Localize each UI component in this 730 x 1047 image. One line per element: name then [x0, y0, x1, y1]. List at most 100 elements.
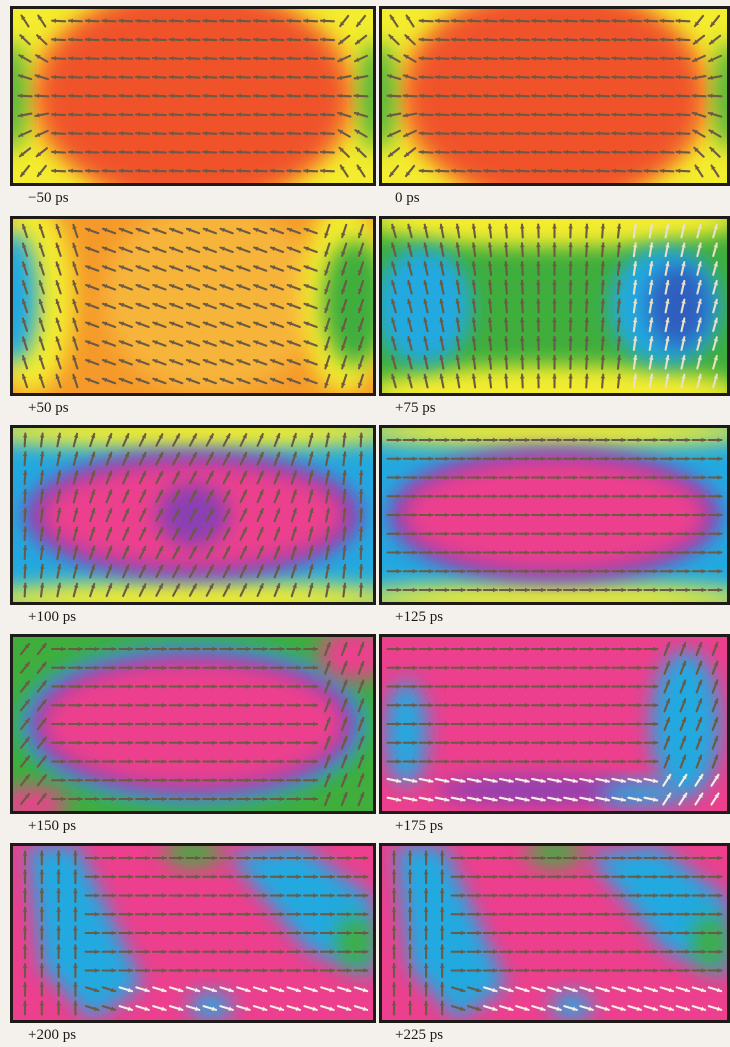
vector-arrowhead: [444, 568, 449, 574]
vector-arrowhead: [72, 299, 77, 305]
vector-arrowhead: [52, 56, 57, 61]
vector-arrowhead: [648, 374, 654, 379]
vector-arrowhead: [186, 321, 192, 327]
panel-plus-150ps: [10, 634, 376, 814]
vector-arrowhead: [225, 434, 230, 439]
vector-arrowhead: [536, 280, 541, 285]
vector-arrowhead: [229, 740, 234, 746]
vector-arrowhead: [18, 112, 23, 118]
vector-arrowhead: [391, 870, 397, 875]
vector-arrowhead: [326, 717, 331, 723]
vector-arrowhead: [292, 583, 297, 589]
vector-arrowhead: [22, 964, 28, 968]
vector-arrowhead: [701, 930, 706, 936]
vector-arrowhead: [653, 550, 658, 555]
vector-arrowhead: [439, 964, 445, 968]
time-label: +225 ps: [395, 1027, 444, 1043]
vector-arrowhead: [483, 93, 488, 99]
vector-arrowhead: [94, 684, 99, 689]
vector-arrowhead: [412, 702, 417, 708]
vector-arrowhead: [652, 987, 658, 993]
vector-arrowhead: [541, 684, 545, 689]
vector-arrowhead: [208, 546, 214, 552]
vector-arrowhead: [55, 374, 60, 380]
vector-arrowhead: [621, 893, 626, 898]
vector-arrowhead: [669, 550, 674, 555]
vector-arrowhead: [36, 55, 41, 60]
vector-arrowhead: [73, 964, 78, 968]
vector-arrowhead: [86, 265, 91, 270]
vector-arrowhead: [616, 318, 622, 323]
vector-arrowhead: [212, 740, 217, 746]
vector-arrowhead: [460, 531, 465, 537]
vector-arrowhead: [153, 246, 158, 252]
vector-arrowhead: [391, 318, 396, 323]
vector-arrowhead: [275, 546, 281, 551]
vector-arrowhead: [419, 93, 424, 99]
vector-arrowhead: [229, 684, 234, 689]
vector-arrowhead: [483, 18, 488, 24]
vector-arrowhead: [211, 987, 217, 993]
vector-arrowhead: [128, 646, 133, 652]
vector-arrowhead: [525, 665, 529, 671]
vector-arrowhead: [439, 870, 445, 875]
vector-arrowhead: [717, 911, 722, 917]
vector-arrowhead: [605, 855, 610, 861]
vector-arrowhead: [428, 778, 433, 784]
vector-arrowhead: [423, 907, 429, 912]
vector-arrowhead: [700, 987, 706, 993]
vector-arrowhead: [85, 168, 90, 174]
vector-arrowhead: [94, 855, 99, 861]
vector-arrowhead: [38, 243, 44, 248]
vector-arrowhead: [41, 700, 46, 705]
vector-arrowhead: [455, 243, 461, 248]
vector-arrowhead: [648, 337, 654, 342]
vector-arrowhead: [162, 874, 166, 880]
vector-arrowhead: [102, 359, 108, 364]
vector-arrowhead: [358, 433, 364, 438]
vector-arrowhead: [605, 531, 610, 537]
vector-arrowhead: [600, 262, 606, 267]
vector-arrowhead: [178, 796, 183, 802]
vector-arrowhead: [596, 56, 601, 61]
vector-arrowhead: [169, 18, 174, 24]
vector-arrowhead: [342, 471, 347, 476]
vector-arrowhead: [111, 855, 116, 861]
vector-arrowhead: [158, 490, 163, 495]
vector-arrowhead: [628, 37, 633, 42]
vector-arrowhead: [531, 168, 536, 174]
vector-arrowhead: [423, 355, 428, 361]
vector-arrowhead: [648, 262, 654, 267]
vector-arrowhead: [589, 456, 594, 462]
vector-arrowhead: [636, 1006, 641, 1012]
vector-arrowhead: [270, 340, 276, 345]
vector-arrowhead: [391, 281, 396, 286]
vector-arrowhead: [320, 93, 325, 99]
vector-arrowhead: [52, 37, 57, 42]
vector-arrowhead: [621, 702, 626, 708]
vector-arrowhead: [709, 130, 714, 135]
vector-arrowhead: [632, 318, 638, 323]
vector-arrowhead: [162, 855, 166, 861]
vector-arrowhead: [423, 851, 429, 856]
vector-arrowhead: [564, 93, 569, 99]
vector-arrowhead: [503, 262, 509, 267]
vector-arrowhead: [476, 531, 481, 537]
vector-arrowhead: [203, 377, 209, 383]
vector-arrowhead: [681, 355, 686, 361]
vector-arrowhead: [476, 437, 481, 443]
vector-arrowhead: [557, 550, 561, 555]
vector-arrowhead: [358, 546, 364, 550]
vector-arrowhead: [557, 437, 561, 443]
vector-arrowhead: [487, 299, 493, 304]
vector-arrowhead: [487, 337, 493, 342]
vector-arrowhead: [714, 793, 719, 799]
vector-arrowhead: [653, 665, 658, 671]
vector-arrowhead: [363, 930, 368, 936]
vector-arrowhead: [476, 587, 481, 593]
vector-arrowhead: [72, 262, 77, 267]
vector-arrowhead: [428, 587, 433, 593]
vector-arrowhead: [313, 684, 318, 689]
vector-arrowhead: [444, 665, 449, 671]
vector-arrowhead: [552, 318, 557, 323]
